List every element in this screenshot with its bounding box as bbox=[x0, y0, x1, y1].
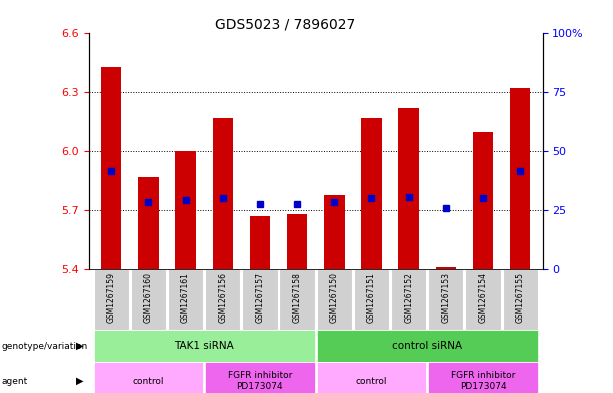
Text: GSM1267153: GSM1267153 bbox=[441, 272, 451, 323]
Bar bbox=[391, 269, 426, 330]
Text: GSM1267161: GSM1267161 bbox=[181, 272, 190, 323]
Text: GSM1267157: GSM1267157 bbox=[256, 272, 264, 323]
Bar bbox=[249, 216, 270, 269]
Text: ▶: ▶ bbox=[76, 376, 83, 386]
Bar bbox=[317, 362, 426, 393]
Bar bbox=[398, 108, 419, 269]
Text: genotype/variation: genotype/variation bbox=[1, 342, 88, 351]
Text: GSM1267160: GSM1267160 bbox=[144, 272, 153, 323]
Bar bbox=[436, 267, 456, 269]
Bar bbox=[317, 269, 352, 330]
Text: GSM1267152: GSM1267152 bbox=[404, 272, 413, 323]
Bar bbox=[465, 269, 501, 330]
Text: GSM1267155: GSM1267155 bbox=[516, 272, 525, 323]
Bar bbox=[213, 118, 233, 269]
Text: TAK1 siRNA: TAK1 siRNA bbox=[174, 341, 234, 351]
Text: GSM1267151: GSM1267151 bbox=[367, 272, 376, 323]
Text: control: control bbox=[132, 376, 164, 386]
Text: FGFR inhibitor
PD173074: FGFR inhibitor PD173074 bbox=[228, 371, 292, 391]
Bar bbox=[138, 177, 159, 269]
Bar bbox=[242, 269, 278, 330]
Bar bbox=[324, 195, 345, 269]
Bar bbox=[510, 88, 530, 269]
Text: GSM1267150: GSM1267150 bbox=[330, 272, 339, 323]
Bar bbox=[168, 269, 204, 330]
Bar bbox=[287, 214, 307, 269]
Text: GSM1267156: GSM1267156 bbox=[218, 272, 227, 323]
Bar bbox=[280, 269, 314, 330]
Bar bbox=[101, 67, 121, 269]
Bar bbox=[205, 362, 314, 393]
Bar bbox=[428, 269, 463, 330]
Bar bbox=[503, 269, 538, 330]
Text: GSM1267159: GSM1267159 bbox=[107, 272, 116, 323]
Bar bbox=[94, 269, 129, 330]
Bar bbox=[94, 362, 204, 393]
Text: control siRNA: control siRNA bbox=[392, 341, 462, 351]
Bar bbox=[205, 269, 240, 330]
Bar bbox=[473, 132, 493, 269]
Text: agent: agent bbox=[1, 376, 28, 386]
Bar bbox=[131, 269, 166, 330]
Bar bbox=[428, 362, 538, 393]
Bar bbox=[317, 330, 538, 362]
Bar bbox=[354, 269, 389, 330]
Text: GSM1267154: GSM1267154 bbox=[479, 272, 487, 323]
Bar bbox=[175, 151, 196, 269]
Text: GDS5023 / 7896027: GDS5023 / 7896027 bbox=[215, 18, 355, 32]
Bar bbox=[94, 330, 314, 362]
Text: control: control bbox=[356, 376, 387, 386]
Bar bbox=[361, 118, 382, 269]
Text: GSM1267158: GSM1267158 bbox=[292, 272, 302, 323]
Text: FGFR inhibitor
PD173074: FGFR inhibitor PD173074 bbox=[451, 371, 515, 391]
Text: ▶: ▶ bbox=[76, 341, 83, 351]
